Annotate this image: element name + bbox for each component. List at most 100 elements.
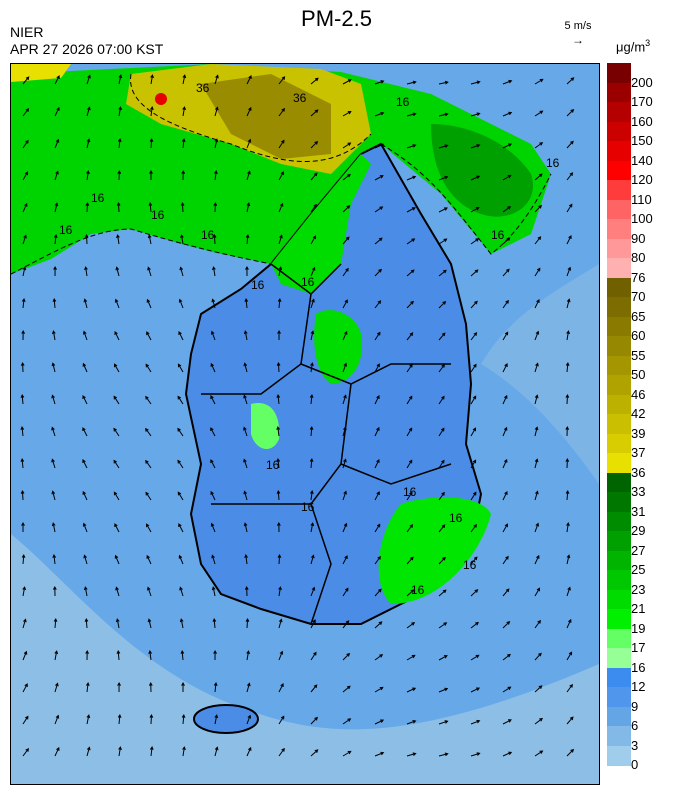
wind-arrow-icon — [374, 237, 383, 245]
wind-arrow-icon — [534, 750, 544, 757]
wind-arrow-icon — [342, 522, 348, 533]
legend-swatch — [607, 433, 631, 454]
wind-arrow-icon — [278, 76, 286, 85]
wind-arrow-icon — [22, 747, 29, 757]
wind-arrow-icon — [310, 586, 316, 597]
wind-arrow-icon — [534, 110, 544, 117]
wind-arrow-icon — [214, 714, 219, 725]
wind-arrow-icon — [145, 427, 152, 437]
wind-arrow-icon — [147, 586, 152, 597]
legend-swatch — [607, 570, 631, 591]
wind-arrow-icon — [278, 171, 284, 181]
legend-label: 170 — [631, 94, 653, 109]
legend-label: 160 — [631, 113, 653, 129]
wind-arrow-icon — [114, 523, 120, 533]
wind-arrow-icon — [85, 201, 90, 213]
wind-arrow-icon — [374, 458, 380, 469]
wind-arrow-icon — [243, 362, 248, 373]
contour-layer — [11, 73, 552, 275]
wind-arrow-icon — [150, 106, 154, 117]
central-green-zone — [271, 154, 371, 294]
wind-arrow-icon — [502, 111, 513, 117]
wind-arrow-icon — [470, 144, 481, 149]
wind-arrow-icon — [566, 330, 570, 341]
wind-arrow-icon — [438, 332, 446, 341]
wind-arrow-icon — [178, 331, 184, 341]
contour-value-label: 16 — [301, 500, 315, 514]
legend-label: 90 — [631, 230, 646, 246]
wind-arrow-icon — [342, 685, 351, 693]
wind-arrow-icon — [82, 394, 88, 405]
wind-arrow-icon — [502, 588, 510, 597]
wind-arrow-icon — [278, 107, 285, 117]
wind-arrow-icon — [342, 236, 350, 245]
wind-arrow-icon — [210, 362, 216, 373]
wind-arrow-icon — [52, 297, 57, 309]
legend-swatch — [607, 511, 631, 532]
wind-arrow-icon — [310, 266, 316, 277]
legend-label: 100 — [631, 211, 653, 226]
wind-arrow-icon — [22, 715, 29, 725]
wind-arrow-icon — [146, 331, 152, 341]
wind-arrow-icon — [51, 426, 56, 437]
wind-arrow-icon — [149, 713, 154, 725]
contour-value-label: 16 — [266, 458, 280, 472]
legend-swatch — [607, 102, 631, 123]
contour-value-label: 16 — [151, 208, 165, 222]
wind-arrow-icon — [277, 521, 281, 533]
wind-arrow-icon — [276, 361, 281, 373]
wind-arrow-icon — [310, 330, 315, 341]
wind-arrow-icon — [406, 524, 414, 533]
wind-arrow-icon — [438, 175, 449, 181]
wind-arrow-icon — [278, 139, 285, 149]
wind-arrow-icon — [342, 490, 347, 501]
legend-swatch — [607, 316, 631, 337]
wind-arrow-icon — [116, 234, 120, 245]
wind-arrow-icon — [22, 234, 27, 245]
wind-arrow-icon — [502, 621, 511, 629]
wind-arrow-icon — [502, 394, 508, 405]
wind-arrow-icon — [565, 489, 570, 501]
wind-arrow-icon — [146, 523, 152, 533]
wind-arrow-icon — [470, 491, 477, 501]
wind-arrow-icon — [54, 746, 60, 757]
map-canvas: 16 16 16 16 16 16 16 16 16 16 16 16 16 36 36 16 16 — [11, 64, 599, 784]
southeast-green-zone — [378, 497, 491, 604]
wind-arrow-icon — [276, 394, 281, 405]
wind-arrow-icon — [213, 649, 217, 661]
wind-arrow-icon — [406, 622, 416, 629]
wind-arrow-icon — [309, 458, 314, 469]
wind-arrow-icon — [178, 554, 184, 565]
wind-arrow-icon — [566, 108, 575, 117]
wind-arrow-icon — [310, 619, 316, 629]
contour-value-label: 16 — [449, 511, 463, 525]
wind-arrow-icon — [22, 202, 28, 213]
wind-arrow-icon — [278, 586, 282, 597]
wind-arrow-icon — [149, 746, 154, 757]
wind-arrow-icon — [147, 618, 152, 629]
legend-swatch — [607, 160, 631, 181]
legend-swatch — [607, 648, 631, 669]
wind-arrow-icon — [86, 106, 91, 117]
wind-arrow-icon — [117, 138, 122, 149]
unit-label: μg/m3 — [616, 38, 650, 54]
wind-arrow-icon — [246, 106, 252, 117]
wind-arrow-icon — [374, 80, 385, 85]
wind-arrow-icon — [147, 234, 152, 245]
wind-arrow-icon — [566, 266, 572, 277]
wind-arrow-icon — [148, 202, 153, 213]
wind-arrow-icon — [470, 363, 477, 373]
wind-arrow-icon — [566, 651, 573, 661]
wind-arrow-icon — [51, 490, 56, 501]
wind-arrow-icon — [20, 458, 25, 469]
wind-arrow-icon — [374, 363, 380, 373]
wind-arrow-icon — [374, 719, 385, 725]
wind-arrow-icon — [51, 458, 56, 469]
wind-arrow-icon — [22, 650, 28, 661]
legend-label: 42 — [631, 406, 646, 421]
wind-arrow-icon — [534, 173, 543, 181]
wind-arrow-icon — [243, 426, 248, 437]
wind-arrow-icon — [406, 752, 417, 757]
contour-value-label: 16 — [491, 228, 505, 242]
wind-arrow-icon — [310, 651, 317, 661]
